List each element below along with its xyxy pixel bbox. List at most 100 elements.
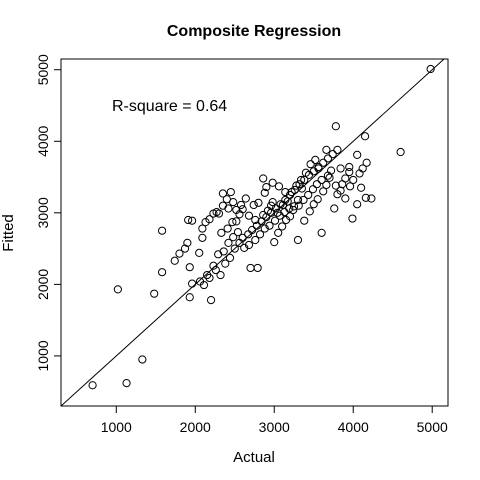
data-point bbox=[305, 207, 314, 216]
data-point bbox=[157, 268, 167, 277]
data-point bbox=[299, 195, 308, 205]
data-point bbox=[205, 273, 214, 283]
data-point bbox=[270, 238, 279, 247]
data-point bbox=[180, 244, 190, 253]
data-point bbox=[157, 226, 167, 235]
data-point bbox=[309, 167, 318, 176]
data-point bbox=[312, 180, 321, 189]
data-point bbox=[319, 158, 328, 167]
y-axis: 1000 2000 3000 4000 5000 bbox=[35, 54, 61, 371]
data-point bbox=[328, 150, 337, 159]
data-point bbox=[314, 164, 323, 173]
data-point bbox=[233, 228, 243, 237]
data-point bbox=[229, 197, 238, 207]
data-point bbox=[345, 167, 354, 177]
data-point bbox=[274, 228, 283, 237]
y-tick-label: 4000 bbox=[35, 125, 51, 156]
data-point bbox=[296, 175, 306, 185]
data-point bbox=[293, 195, 303, 205]
data-point bbox=[175, 249, 184, 258]
data-point bbox=[235, 210, 244, 219]
data-point bbox=[122, 379, 131, 388]
data-point bbox=[184, 215, 193, 225]
data-point bbox=[309, 200, 318, 209]
data-point bbox=[289, 205, 298, 215]
data-point bbox=[317, 228, 326, 237]
data-point bbox=[195, 248, 204, 257]
data-point bbox=[345, 162, 354, 172]
data-point bbox=[138, 355, 147, 364]
data-point bbox=[260, 188, 269, 197]
data-point bbox=[244, 240, 254, 250]
r-square-annotation: R-square = 0.64 bbox=[112, 98, 227, 115]
data-point bbox=[224, 238, 233, 247]
data-point bbox=[265, 221, 274, 230]
data-point bbox=[259, 210, 268, 220]
data-point bbox=[268, 197, 277, 207]
data-point bbox=[263, 206, 273, 215]
data-point bbox=[249, 200, 258, 210]
data-point bbox=[278, 222, 287, 231]
data-point bbox=[226, 187, 235, 197]
data-point bbox=[228, 218, 237, 227]
data-point bbox=[251, 235, 260, 245]
x-tick-label: 1000 bbox=[101, 419, 132, 435]
data-point bbox=[311, 155, 320, 164]
data-point bbox=[244, 211, 254, 220]
data-point bbox=[396, 147, 405, 157]
data-point bbox=[317, 175, 326, 185]
data-point bbox=[287, 187, 296, 197]
data-point bbox=[150, 289, 159, 298]
data-point bbox=[198, 224, 207, 233]
data-point bbox=[331, 181, 340, 190]
data-point bbox=[225, 253, 235, 262]
data-point bbox=[229, 233, 238, 242]
y-axis-label: Fitted bbox=[0, 214, 17, 252]
data-point bbox=[170, 256, 179, 265]
data-point bbox=[185, 293, 194, 302]
data-point bbox=[248, 225, 257, 235]
data-point bbox=[273, 208, 282, 217]
data-point bbox=[306, 160, 315, 169]
data-point bbox=[285, 212, 295, 221]
data-point bbox=[232, 217, 241, 226]
data-point bbox=[331, 122, 340, 131]
x-tick-label: 3000 bbox=[259, 419, 290, 435]
data-point bbox=[252, 221, 261, 230]
data-point bbox=[353, 200, 362, 209]
plot-area-frame bbox=[60, 58, 449, 407]
data-points-group bbox=[88, 64, 435, 390]
data-point bbox=[219, 247, 228, 256]
data-point bbox=[294, 201, 303, 210]
y-tick-label: 3000 bbox=[35, 197, 51, 228]
data-point bbox=[322, 180, 331, 190]
data-point bbox=[209, 261, 218, 270]
data-point bbox=[336, 186, 345, 195]
data-point bbox=[323, 154, 333, 163]
data-point bbox=[230, 244, 239, 253]
data-point bbox=[327, 166, 336, 175]
x-tick-label: 2000 bbox=[180, 419, 211, 435]
data-point bbox=[360, 132, 370, 141]
data-point bbox=[336, 164, 345, 173]
data-point bbox=[251, 215, 260, 225]
data-point bbox=[271, 204, 280, 213]
data-point bbox=[240, 243, 249, 252]
data-point bbox=[330, 204, 339, 213]
data-point bbox=[345, 182, 355, 191]
data-point bbox=[268, 178, 277, 187]
data-point bbox=[361, 193, 370, 202]
data-point bbox=[254, 198, 263, 207]
data-point bbox=[300, 216, 309, 225]
data-point bbox=[349, 175, 358, 185]
data-point bbox=[253, 263, 262, 273]
x-tick-label: 4000 bbox=[338, 419, 369, 435]
data-point bbox=[217, 228, 226, 237]
data-point bbox=[274, 182, 284, 191]
data-point bbox=[223, 224, 232, 233]
data-point bbox=[206, 296, 216, 305]
data-point bbox=[88, 381, 97, 390]
data-point bbox=[319, 187, 328, 196]
data-point bbox=[185, 263, 194, 272]
data-point bbox=[297, 184, 306, 193]
